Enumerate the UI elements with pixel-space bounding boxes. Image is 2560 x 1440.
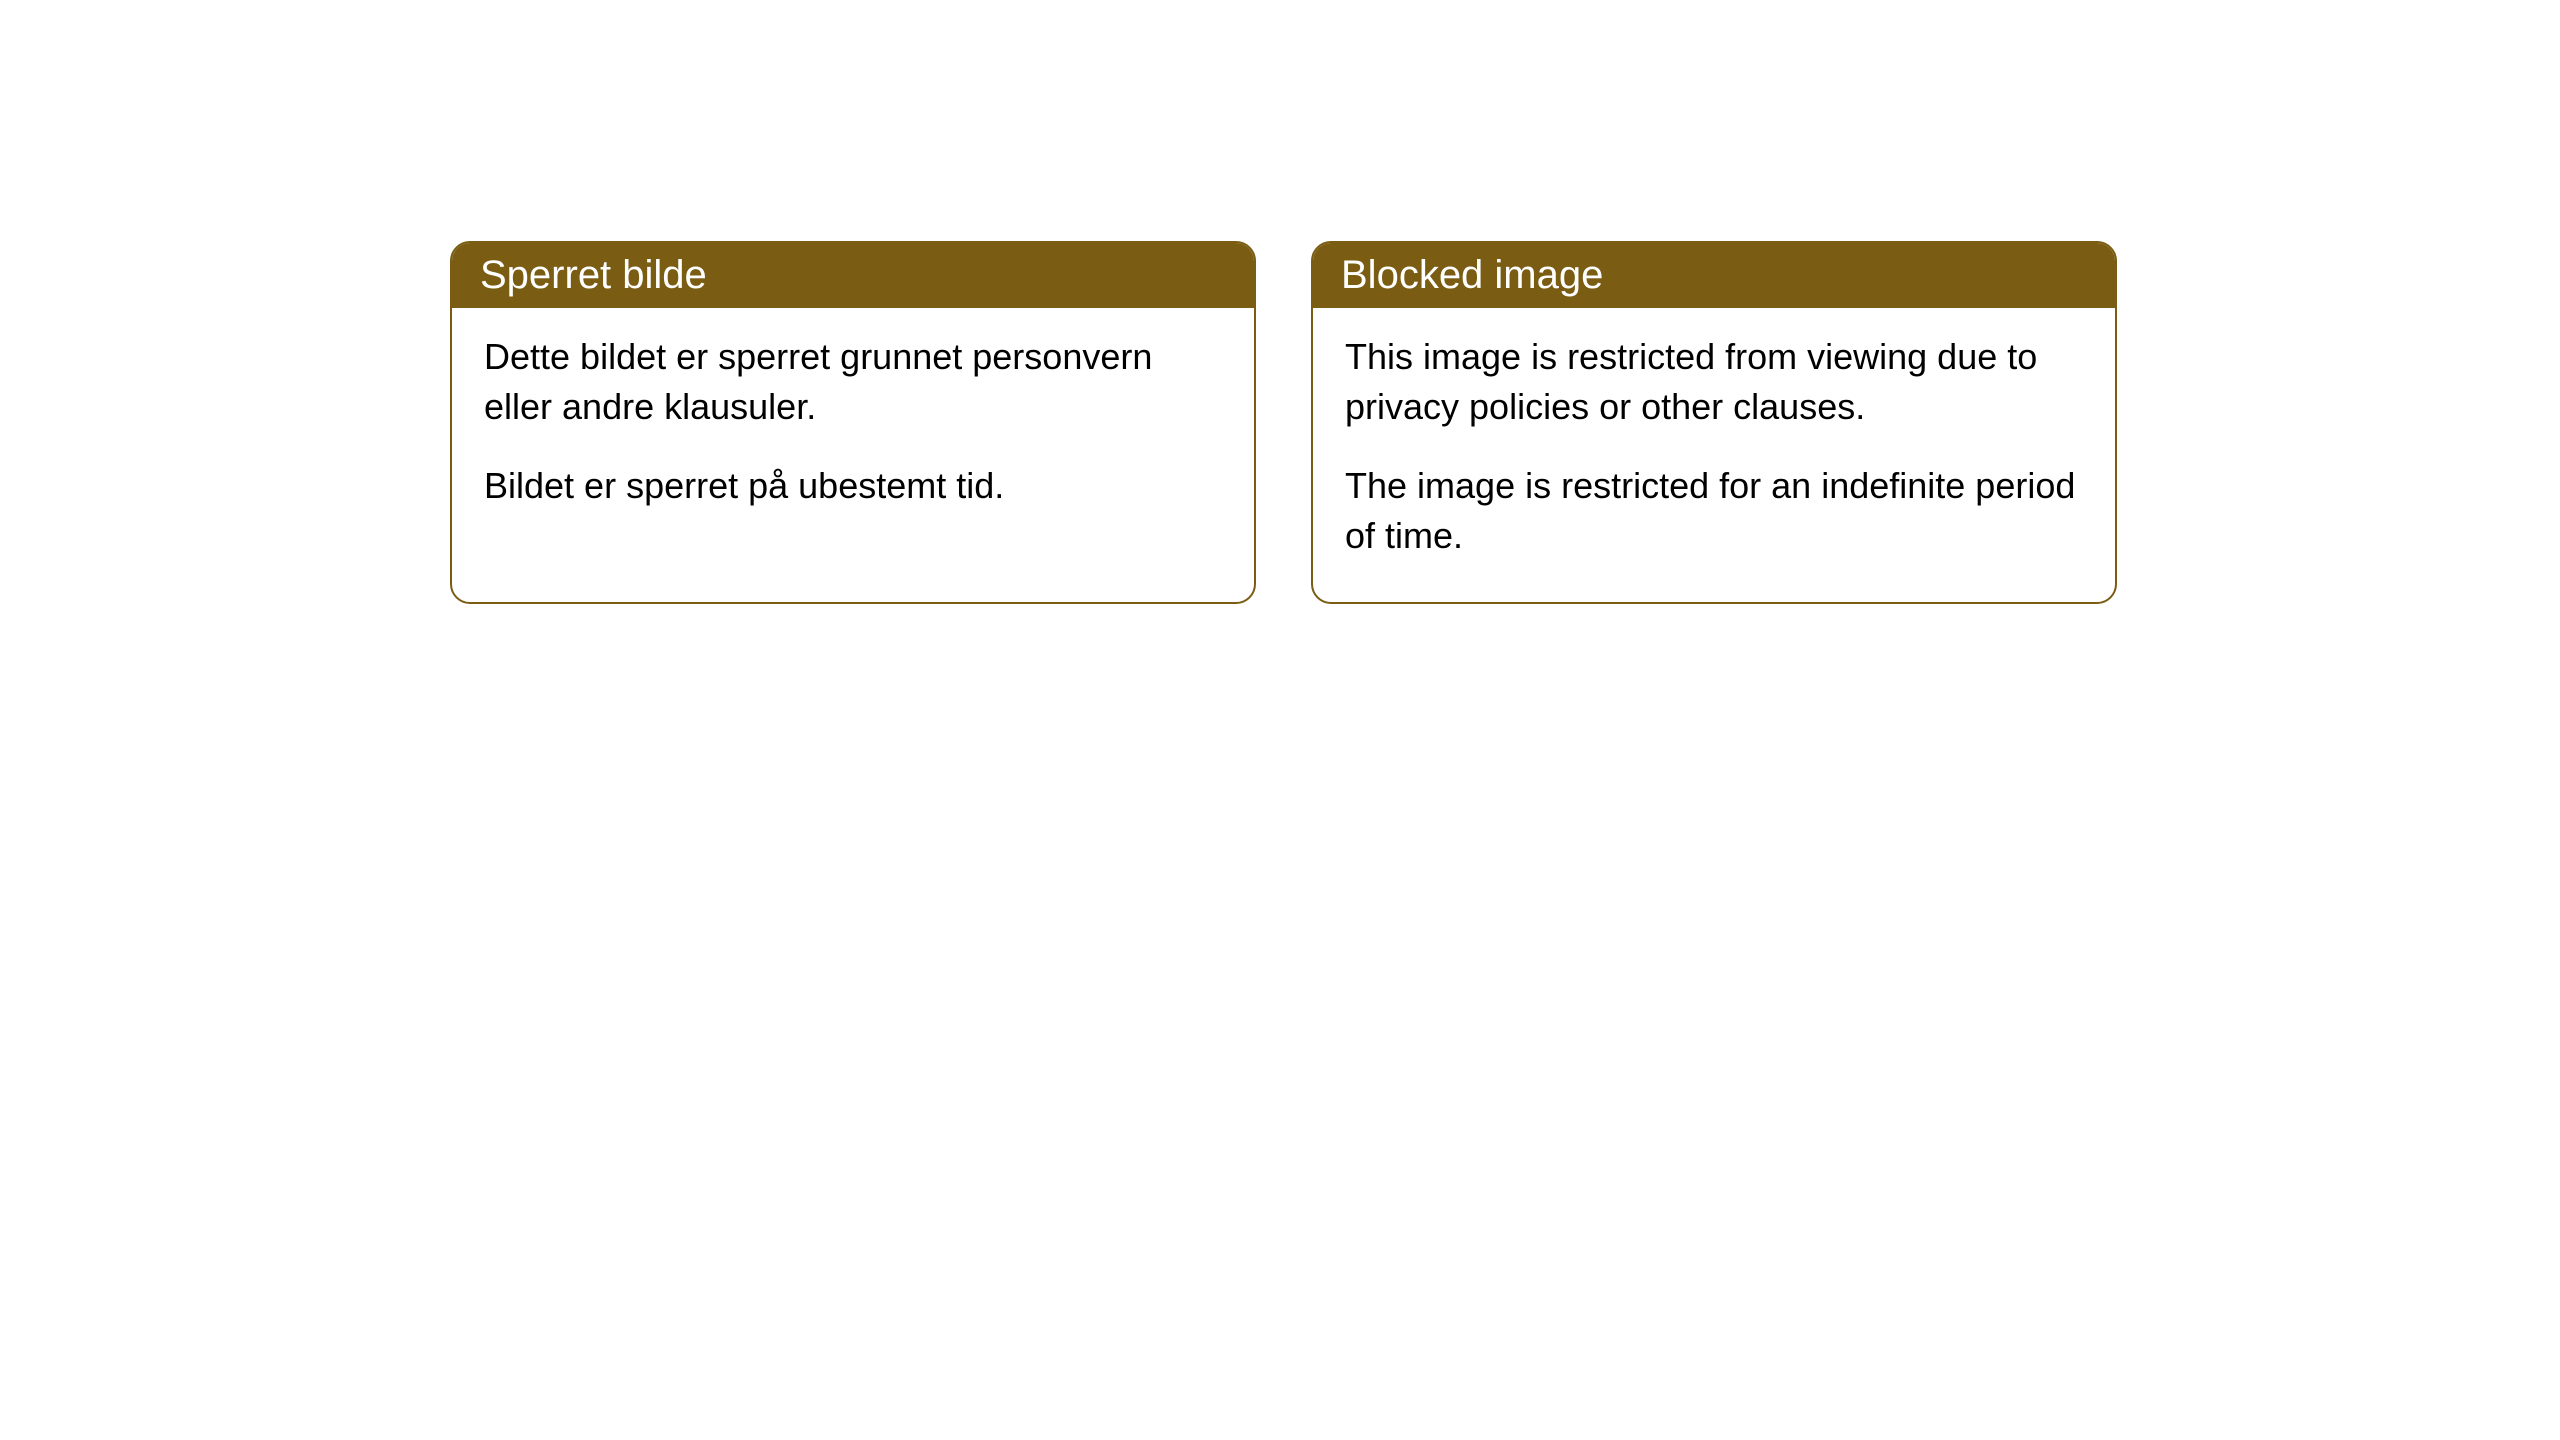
card-body-norwegian: Dette bildet er sperret grunnet personve… — [452, 308, 1254, 551]
notice-text-1-english: This image is restricted from viewing du… — [1345, 332, 2083, 433]
notice-cards-container: Sperret bilde Dette bildet er sperret gr… — [450, 241, 2117, 604]
blocked-image-card-norwegian: Sperret bilde Dette bildet er sperret gr… — [450, 241, 1256, 604]
notice-text-2-norwegian: Bildet er sperret på ubestemt tid. — [484, 461, 1222, 511]
card-header-norwegian: Sperret bilde — [452, 243, 1254, 308]
blocked-image-card-english: Blocked image This image is restricted f… — [1311, 241, 2117, 604]
card-body-english: This image is restricted from viewing du… — [1313, 308, 2115, 602]
notice-text-2-english: The image is restricted for an indefinit… — [1345, 461, 2083, 562]
card-header-english: Blocked image — [1313, 243, 2115, 308]
notice-text-1-norwegian: Dette bildet er sperret grunnet personve… — [484, 332, 1222, 433]
